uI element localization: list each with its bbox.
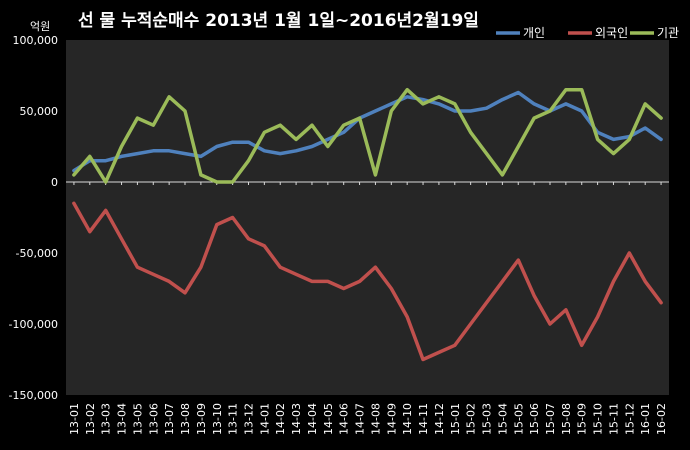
x-tick-label: 14-08 xyxy=(369,403,382,435)
x-tick-label: 15-03 xyxy=(481,403,494,435)
chart-title: 선 물 누적순매수 2013년 1월 1일~2016년2월19일 xyxy=(78,11,479,31)
series-group xyxy=(72,87,663,362)
x-tick-label: 14-05 xyxy=(322,403,335,435)
y-unit-label: 억원 xyxy=(30,20,50,33)
x-tick-label: 13-07 xyxy=(163,403,176,435)
x-tick-label: 13-04 xyxy=(116,403,129,435)
x-tick-label: 15-08 xyxy=(560,403,573,435)
x-tick-label: 13-09 xyxy=(195,403,208,435)
y-tick-label: -100,000 xyxy=(9,318,58,331)
legend-label: 개인 xyxy=(523,26,545,40)
x-tick-label: 14-01 xyxy=(258,403,271,435)
x-tick-label: 13-10 xyxy=(211,403,224,435)
x-tick-label: 16-02 xyxy=(655,403,668,435)
y-tick-label: 50,000 xyxy=(20,105,59,118)
x-axis: 13-01 13-02 13-03 13-04 13-05 13-06 13-07 13-08… xyxy=(68,182,668,435)
x-tick-label: 15-04 xyxy=(496,403,509,435)
legend: 개인 외국인 기관 xyxy=(496,26,679,40)
x-tick-label: 14-02 xyxy=(274,403,287,435)
x-tick-label: 13-02 xyxy=(84,403,97,435)
x-tick-label: 13-08 xyxy=(179,403,192,435)
series-line-기관 xyxy=(72,87,663,184)
x-tick-label: 13-03 xyxy=(100,403,113,435)
x-tick-label: 14-07 xyxy=(354,403,367,435)
series-line-개인 xyxy=(72,90,663,173)
x-tick-label: 15-12 xyxy=(623,403,636,435)
x-tick-label: 13-06 xyxy=(147,403,160,435)
x-tick-label: 14-03 xyxy=(290,403,303,435)
x-tick-label: 14-10 xyxy=(401,403,414,435)
x-tick-label: 16-01 xyxy=(639,403,652,435)
x-tick-label: 15-11 xyxy=(607,403,620,435)
x-tick-label: 15-09 xyxy=(576,403,589,435)
y-tick-label: -150,000 xyxy=(9,389,58,402)
x-tick-label: 13-01 xyxy=(68,403,81,435)
legend-label: 기관 xyxy=(657,26,679,40)
y-tick-label: 0 xyxy=(51,176,58,189)
series-line-외국인 xyxy=(72,201,663,362)
x-tick-label: 14-12 xyxy=(433,403,446,435)
x-tick-label: 13-11 xyxy=(227,403,240,435)
x-tick-label: 15-02 xyxy=(465,403,478,435)
x-tick-label: 14-11 xyxy=(417,403,430,435)
y-axis: 100,000 50,000 0 -50,000 -100,000 -150,000 xyxy=(9,34,58,402)
x-tick-label: 13-05 xyxy=(131,403,144,435)
x-tick-label: 15-10 xyxy=(592,403,605,435)
x-tick-label: 15-05 xyxy=(512,403,525,435)
x-tick-label: 13-12 xyxy=(242,403,255,435)
legend-label: 외국인 xyxy=(595,26,628,40)
x-tick-label: 14-06 xyxy=(338,403,351,435)
x-tick-label: 15-07 xyxy=(544,403,557,435)
y-tick-label: -50,000 xyxy=(16,247,58,260)
x-tick-label: 14-09 xyxy=(385,403,398,435)
x-tick-label: 15-06 xyxy=(528,403,541,435)
y-tick-label: 100,000 xyxy=(13,34,59,47)
x-tick-label: 14-04 xyxy=(306,403,319,435)
x-tick-label: 15-01 xyxy=(449,403,462,435)
